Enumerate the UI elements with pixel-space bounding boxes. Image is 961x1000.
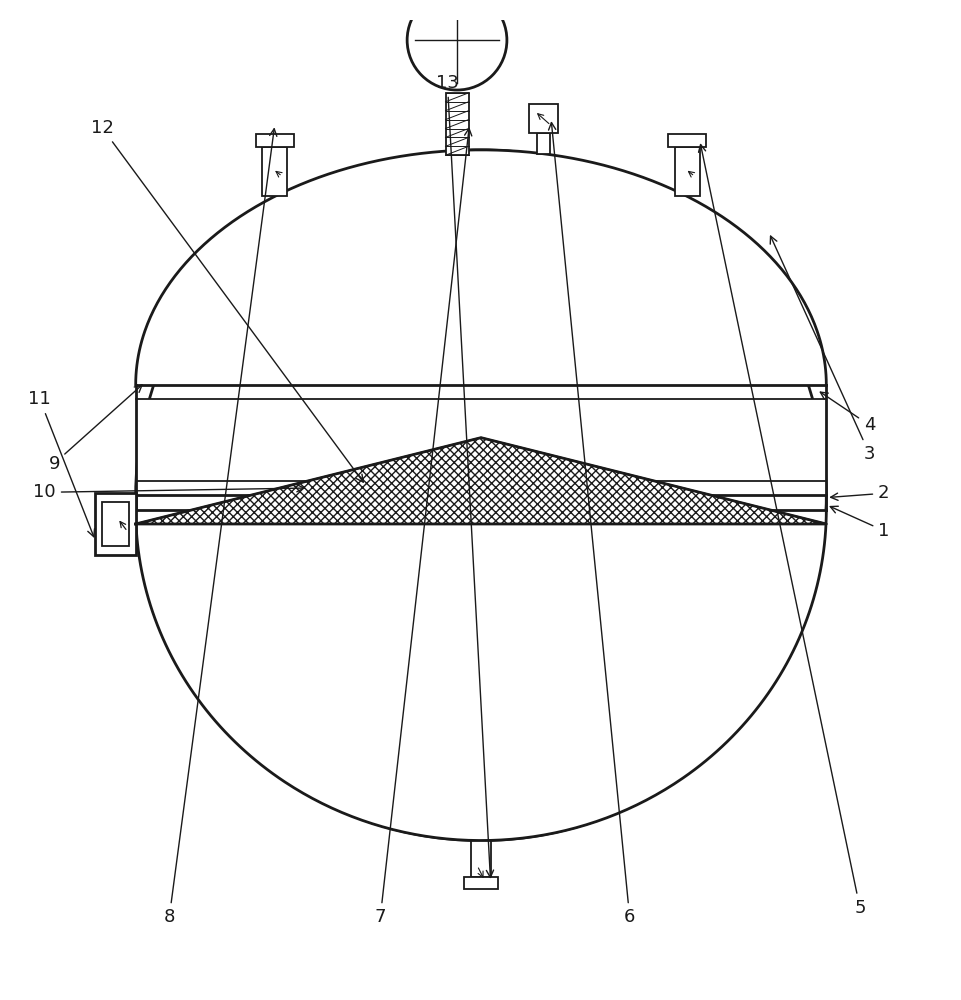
Text: 1: 1	[829, 506, 889, 540]
Text: 6: 6	[548, 123, 634, 926]
Text: 11: 11	[29, 390, 94, 537]
Bar	[536, 133, 550, 154]
Bar	[256, 134, 294, 147]
Polygon shape	[136, 150, 825, 385]
Bar	[674, 147, 699, 196]
Bar	[95, 493, 136, 555]
Bar	[667, 134, 705, 147]
Text: 13: 13	[435, 74, 493, 877]
Text: 5: 5	[698, 145, 865, 917]
Polygon shape	[136, 438, 825, 524]
Bar	[102, 502, 129, 546]
Circle shape	[136, 150, 825, 841]
Text: 7: 7	[374, 128, 471, 926]
Bar	[529, 104, 557, 133]
Text: 12: 12	[90, 119, 363, 482]
Text: 3: 3	[770, 236, 875, 463]
Polygon shape	[136, 510, 825, 841]
Text: 8: 8	[163, 129, 277, 926]
Bar	[471, 841, 490, 877]
Circle shape	[407, 0, 506, 90]
Bar	[463, 877, 498, 889]
Bar	[136, 399, 825, 495]
Text: 10: 10	[34, 483, 304, 501]
Bar	[445, 93, 468, 155]
Text: 4: 4	[820, 392, 875, 434]
Text: 9: 9	[48, 385, 142, 473]
Text: 2: 2	[829, 484, 889, 502]
Bar	[262, 147, 287, 196]
